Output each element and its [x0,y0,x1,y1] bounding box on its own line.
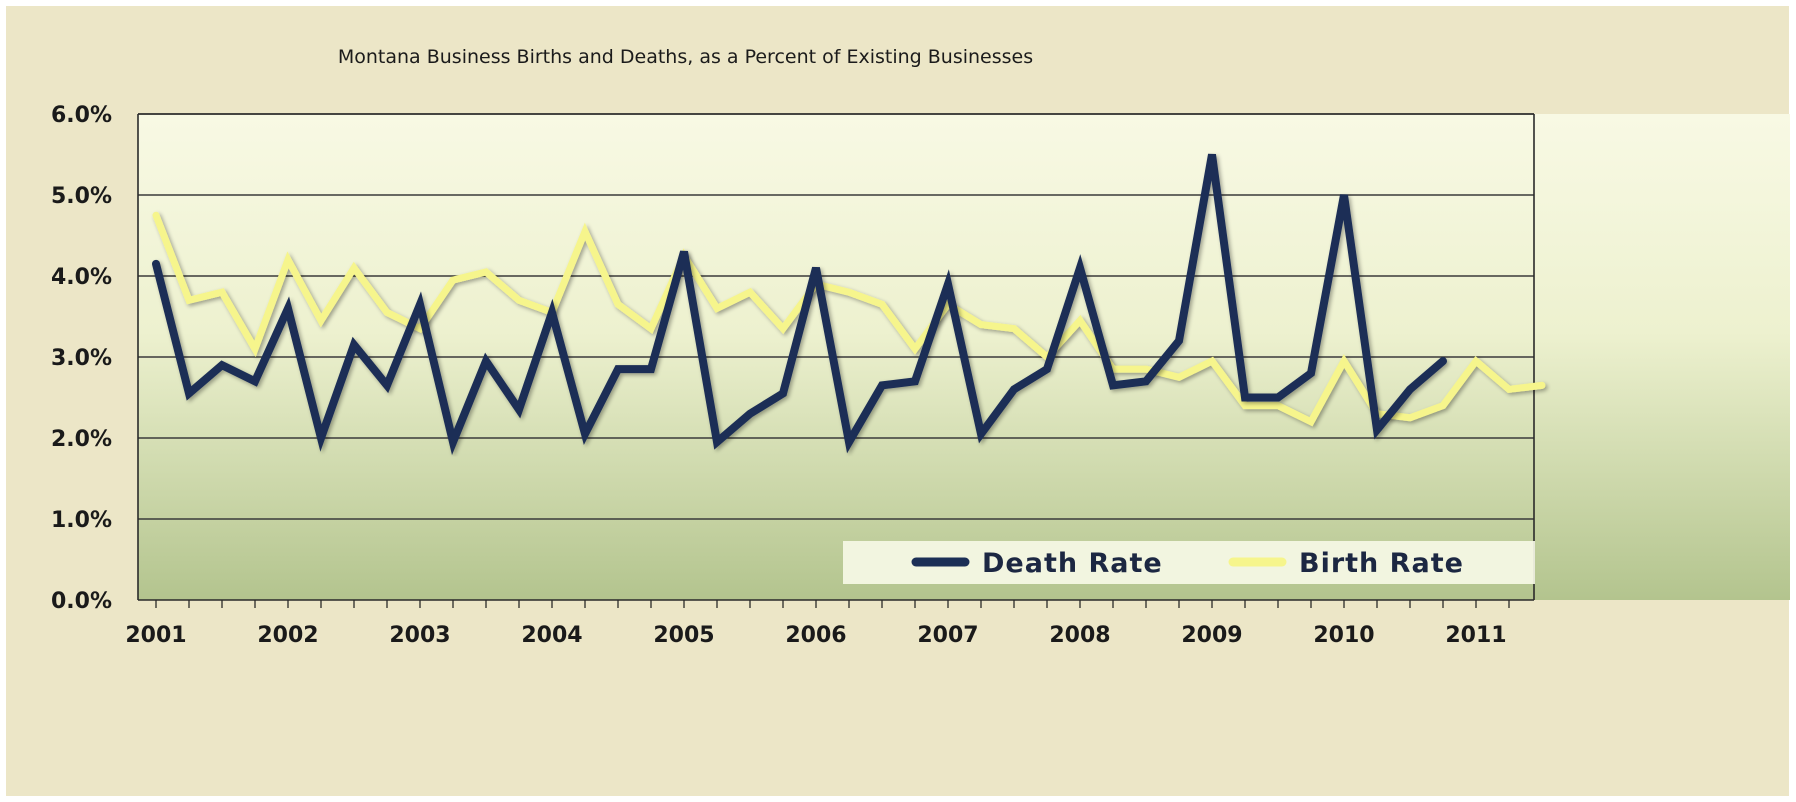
legend-label-birth: Birth Rate [1299,548,1464,579]
y-tick-label: 3.0% [51,346,112,371]
x-axis: 2001 2002 2003 2004 2005 2006 2007 2008 2009 2010… [125,600,1510,648]
x-tick-label: 2004 [521,623,582,648]
y-tick-label: 6.0% [51,103,112,128]
x-tick-label: 2010 [1313,623,1374,648]
x-tick-label: 2003 [389,623,450,648]
y-tick-label: 0.0% [51,589,112,614]
y-tick-label: 1.0% [51,508,112,533]
x-tick-label: 2011 [1445,623,1506,648]
death-rate-line [152,153,1447,456]
y-tick-label: 2.0% [51,427,112,452]
x-tick-label: 2008 [1049,623,1110,648]
y-axis: 0.0% 1.0% 2.0% 3.0% 4.0% 5.0% 6.0% [51,103,112,614]
x-tick-label: 2002 [257,623,318,648]
x-tick-label: 2009 [1181,623,1242,648]
x-tick-label: 2001 [125,623,186,648]
x-tick-label: 2006 [785,623,846,648]
legend-label-death: Death Rate [982,548,1163,579]
y-tick-label: 5.0% [51,184,112,209]
series-lines [152,153,1546,456]
legend: Death Rate Birth Rate [843,541,1535,584]
x-tick-label: 2005 [653,623,714,648]
y-tick-label: 4.0% [51,265,112,290]
chart-title: Montana Business Births and Deaths, as a… [337,46,1034,68]
x-tick-label: 2007 [917,623,978,648]
